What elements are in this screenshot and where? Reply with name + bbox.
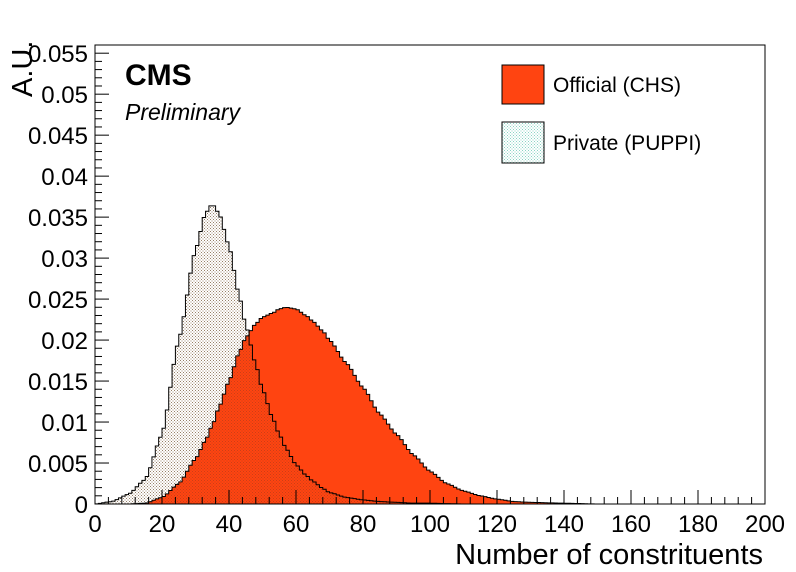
- x-tick-label: 80: [350, 511, 377, 538]
- y-tick-label: 0.03: [41, 246, 88, 273]
- y-tick-label: 0: [75, 492, 88, 519]
- series-private-puppi-outline: [95, 205, 765, 504]
- legend-label-official: Official (CHS): [553, 74, 681, 97]
- legend-label-private: Private (PUPPI): [553, 132, 701, 155]
- y-axis: 0 0.005 0.01 0.015 0.02 0.025 0.03 0.035 0.04 0.0…: [28, 41, 109, 519]
- y-tick-label: 0.035: [28, 205, 88, 232]
- series-private-puppi-overlay: [95, 205, 765, 504]
- x-tick-label: 200: [745, 511, 785, 538]
- x-tick-label: 60: [283, 511, 310, 538]
- x-tick-label: 140: [544, 511, 584, 538]
- y-tick-label: 0.055: [28, 41, 88, 68]
- y-tick-label: 0.025: [28, 287, 88, 314]
- y-tick-label: 0.015: [28, 369, 88, 396]
- preliminary-label: Preliminary: [125, 99, 242, 125]
- cms-label: CMS: [125, 59, 192, 92]
- x-tick-label: 40: [216, 511, 243, 538]
- legend-entry-private: Private (PUPPI): [501, 121, 701, 164]
- series-layer: [95, 205, 765, 504]
- x-tick-label: 0: [88, 511, 101, 538]
- legend-entry-official: Official (CHS): [501, 64, 681, 105]
- x-tick-label: 20: [149, 511, 176, 538]
- legend-swatch-private: [501, 121, 545, 164]
- x-tick-label: 180: [678, 511, 718, 538]
- y-tick-label: 0.01: [41, 410, 88, 437]
- x-axis-title: Number of constrituents: [455, 539, 763, 571]
- y-tick-label: 0.005: [28, 451, 88, 478]
- x-tick-label: 160: [611, 511, 651, 538]
- x-tick-label: 120: [477, 511, 517, 538]
- legend: Official (CHS) Private (PUPPI): [501, 64, 701, 164]
- legend-swatch-official: [501, 64, 545, 105]
- x-axis: 0 20 40 60 80 100 120 140 160 180 200: [88, 490, 785, 538]
- x-tick-label: 100: [410, 511, 450, 538]
- y-tick-label: 0.05: [41, 82, 88, 109]
- y-tick-label: 0.04: [41, 164, 88, 191]
- y-tick-label: 0.045: [28, 123, 88, 150]
- y-axis-title: A.U.: [7, 41, 39, 97]
- y-tick-label: 0.02: [41, 328, 88, 355]
